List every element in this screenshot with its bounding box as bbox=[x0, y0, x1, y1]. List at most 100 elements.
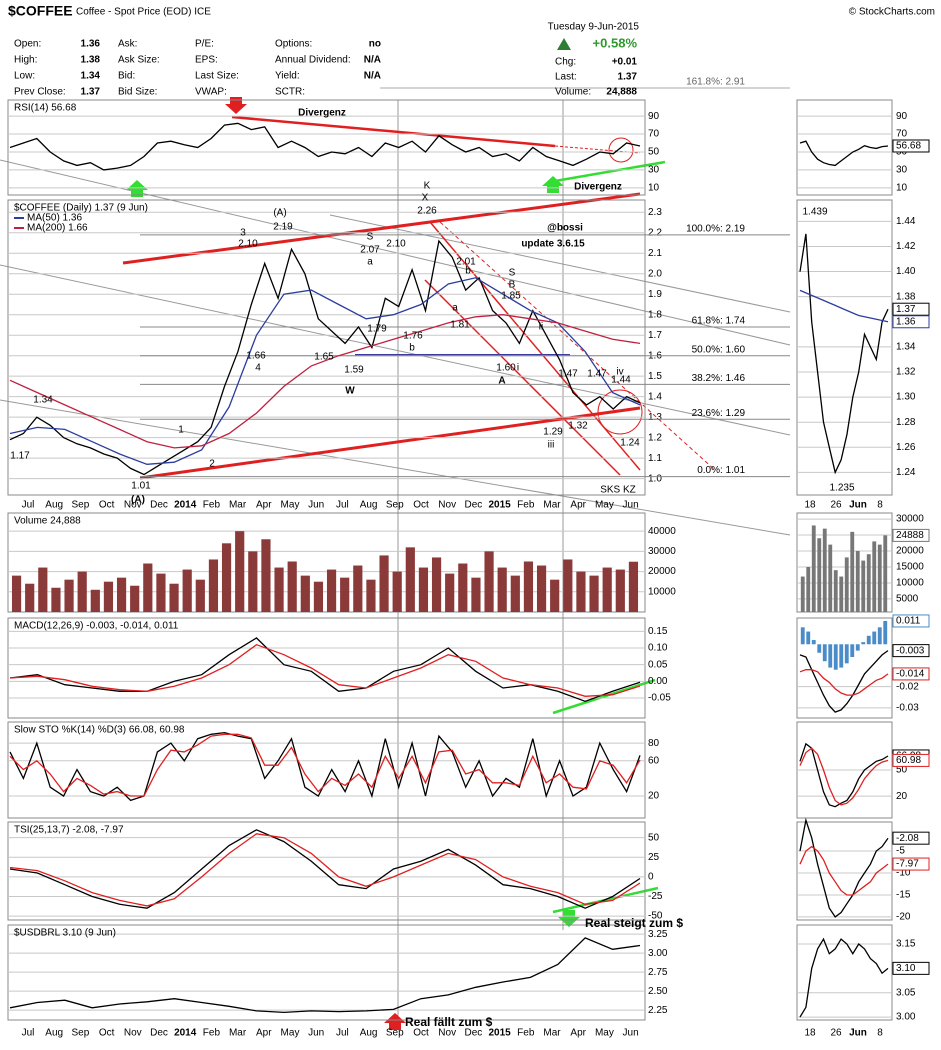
annotation: K bbox=[424, 181, 431, 192]
bar bbox=[274, 567, 284, 612]
value-box-label: 24888 bbox=[896, 530, 924, 541]
y-tick-label: 30000 bbox=[896, 514, 924, 525]
y-tick-label: 15000 bbox=[896, 562, 924, 573]
y-tick-label: 2.1 bbox=[648, 248, 662, 259]
annotation: 1.47 bbox=[558, 369, 578, 380]
value-box-label: 60.98 bbox=[896, 755, 921, 766]
bar bbox=[90, 589, 100, 612]
annotation: 1.79 bbox=[367, 324, 387, 335]
y-tick-label: 1.24 bbox=[896, 467, 916, 478]
bar bbox=[156, 573, 166, 612]
quote-label: Annual Dividend: bbox=[275, 55, 351, 66]
annotation: update 3.6.15 bbox=[521, 239, 585, 250]
y-tick-label: 0.15 bbox=[648, 626, 668, 637]
x-tick-label: Oct bbox=[413, 1028, 429, 1039]
y-tick-label: 2.50 bbox=[648, 986, 668, 997]
annotation: X bbox=[422, 193, 429, 204]
annotation: 1.17 bbox=[10, 451, 30, 462]
x-tick-label: Nov bbox=[124, 1028, 142, 1039]
bar bbox=[64, 579, 74, 612]
bar bbox=[431, 557, 442, 612]
x-tick-label: Jun bbox=[308, 500, 324, 511]
bar bbox=[855, 551, 860, 612]
value-box-label: 1.36 bbox=[896, 316, 916, 327]
y-tick-label: 10 bbox=[896, 182, 908, 193]
y-tick-label: 30 bbox=[896, 165, 908, 176]
annotation: A bbox=[498, 376, 505, 387]
bar bbox=[861, 560, 866, 612]
x-tick-label: Jul bbox=[336, 500, 349, 511]
x-tick-label: Sep bbox=[72, 500, 90, 511]
value-box bbox=[892, 528, 930, 542]
bar bbox=[287, 561, 297, 612]
annotation: iii bbox=[548, 440, 555, 451]
annotation: b bbox=[409, 343, 415, 354]
x-tick-label: Mar bbox=[229, 1028, 247, 1039]
bar bbox=[822, 528, 827, 612]
annotation: 3 bbox=[240, 228, 246, 239]
value-box-label: 0.011 bbox=[896, 616, 921, 627]
y-tick-label: -0.03 bbox=[896, 702, 919, 713]
bar bbox=[300, 575, 310, 612]
y-tick-label: 0.05 bbox=[648, 659, 668, 670]
x-tick-label: 18 bbox=[804, 1028, 816, 1039]
bar bbox=[839, 576, 844, 612]
value-box-label: 56.68 bbox=[896, 141, 921, 152]
annotation: S bbox=[509, 268, 516, 279]
y-tick-label: 10000 bbox=[896, 578, 924, 589]
series-line bbox=[799, 747, 889, 806]
value-box-label: 1.37 bbox=[896, 304, 916, 315]
bar bbox=[844, 644, 849, 664]
bar bbox=[130, 585, 140, 612]
fib-label: 50.0%: 1.60 bbox=[692, 344, 746, 355]
value-box-label: 3.10 bbox=[896, 963, 916, 974]
annotation: 1.81 bbox=[450, 320, 470, 331]
value-box bbox=[892, 831, 930, 845]
x-tick-label: Dec bbox=[150, 500, 168, 511]
y-tick-label: 3.00 bbox=[648, 948, 668, 959]
bar bbox=[576, 571, 586, 612]
series-line bbox=[9, 122, 641, 171]
bar bbox=[844, 557, 849, 612]
y-tick-label: 3.05 bbox=[896, 987, 916, 998]
value-box-label: -2.08 bbox=[896, 833, 919, 844]
bar bbox=[497, 567, 507, 612]
bar bbox=[602, 567, 612, 612]
mini-frame bbox=[796, 99, 893, 196]
bar bbox=[800, 627, 805, 645]
quote-label: SCTR: bbox=[275, 87, 305, 98]
annotation: B bbox=[509, 280, 516, 291]
y-tick-label: 2.3 bbox=[648, 207, 662, 218]
annotation: 2 bbox=[209, 459, 215, 470]
y-tick-label: 1.26 bbox=[896, 442, 916, 453]
y-tick-label: 50 bbox=[896, 765, 908, 776]
y-tick-label: 70 bbox=[896, 129, 908, 140]
series-line bbox=[799, 669, 889, 696]
quote-value: 1.37 bbox=[81, 87, 101, 98]
annotation: i bbox=[517, 363, 519, 374]
bar bbox=[51, 587, 61, 612]
bar bbox=[261, 539, 271, 612]
quote-label: Last: bbox=[555, 72, 577, 83]
y-tick-label: 0 bbox=[648, 872, 654, 883]
annotation: 1.60 bbox=[496, 363, 516, 374]
panel-frame bbox=[7, 512, 646, 613]
bar bbox=[866, 635, 871, 645]
y-tick-label: 1.32 bbox=[896, 367, 916, 378]
bar bbox=[77, 571, 87, 612]
y-tick-label: 40000 bbox=[648, 526, 676, 537]
bar bbox=[169, 583, 179, 612]
series-line bbox=[9, 733, 641, 797]
annotation: 1.85 bbox=[501, 291, 521, 302]
x-tick-label: Aug bbox=[45, 1028, 63, 1039]
bar bbox=[326, 569, 337, 612]
annotation: 1.235 bbox=[829, 483, 854, 494]
value-box-label: -0.003 bbox=[896, 645, 925, 656]
panel-frame bbox=[7, 821, 646, 921]
x-tick-label: May bbox=[595, 1028, 614, 1039]
up-arrow bbox=[384, 1013, 406, 1030]
quote-label: P/E: bbox=[195, 39, 214, 50]
bar bbox=[833, 644, 838, 670]
panel-title: $COFFEE (Daily) 1.37 (9 Jun) bbox=[14, 203, 148, 214]
x-tick-label: Apr bbox=[256, 1028, 272, 1039]
